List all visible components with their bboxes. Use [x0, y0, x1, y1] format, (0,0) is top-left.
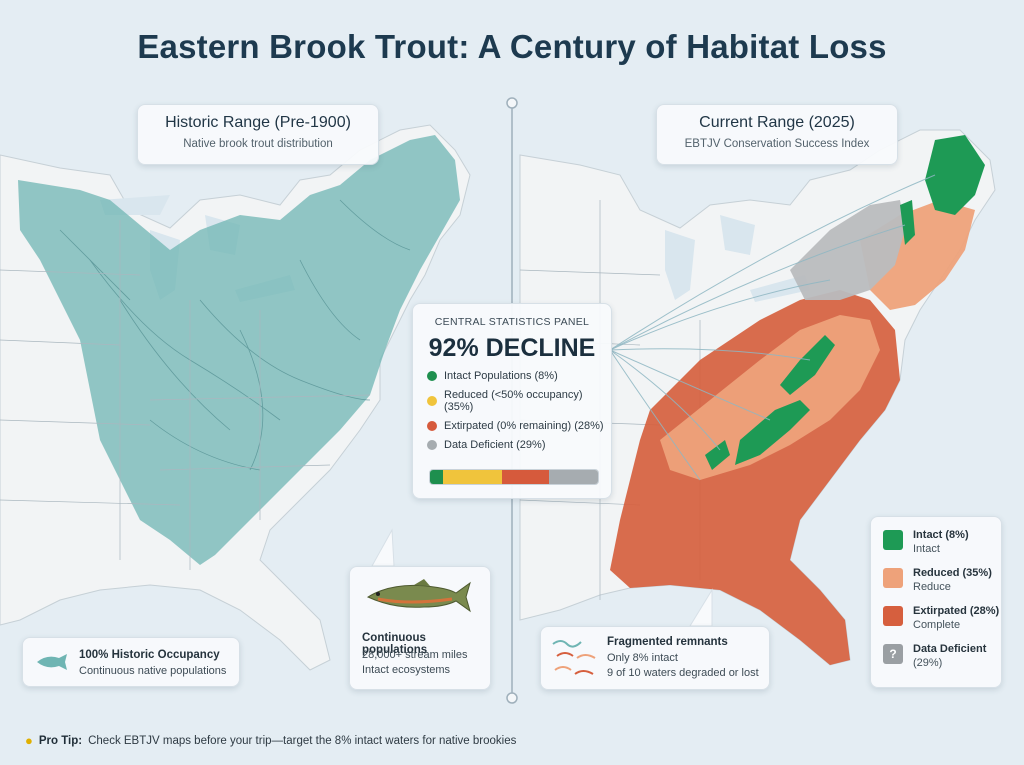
- lake-erie-right: [750, 275, 810, 302]
- brook-trout-icon: [366, 579, 471, 613]
- historic-range-subtitle: Native brook trout distribution: [183, 138, 333, 150]
- populations-title: Continuous populations: [362, 632, 428, 656]
- fragmented-title: Fragmented remnants: [607, 636, 728, 648]
- continuous-populations-card: Continuous populations 28,000+ stream mi…: [349, 566, 491, 690]
- bar-segment-2: [502, 470, 550, 484]
- current-intact-ridges-1: [780, 335, 835, 395]
- legend-item-deficient: ? Data Deficient (29%): [883, 643, 1001, 669]
- current-intact-vermont: [900, 200, 915, 245]
- stat-label-deficient: Data Deficient (29%): [444, 439, 546, 451]
- extirpated-dot-icon: [427, 421, 437, 431]
- historic-range-title: Historic Range (Pre-1900): [165, 114, 351, 131]
- divider-top-knob: [506, 97, 518, 109]
- legend-swatch-intact: [883, 530, 903, 550]
- bar-segment-1: [443, 470, 503, 484]
- stat-label-reduced: Reduced (<50% occupancy) (35%): [444, 389, 583, 413]
- historic-range-card: Historic Range (Pre-1900) Native brook t…: [137, 104, 379, 165]
- legend-swatch-reduced: [883, 568, 903, 588]
- current-intact-maine: [925, 135, 985, 215]
- occupancy-title: 100% Historic Occupancy: [79, 649, 220, 661]
- historic-state-lines: [0, 220, 371, 570]
- lake-huron-right: [720, 215, 755, 255]
- current-intact-ridges-3: [705, 440, 730, 470]
- legend-title-deficient: Data Deficient: [913, 643, 987, 655]
- current-intact-ridges-2: [735, 400, 810, 465]
- current-range-title: Current Range (2025): [699, 114, 855, 131]
- fragmented-remnants-card: Fragmented remnants Only 8% intact 9 of …: [540, 626, 770, 690]
- populations-line1: 28,000+ stream miles: [362, 649, 468, 661]
- connector-lines: [609, 174, 936, 481]
- stats-panel-label: CENTRAL STATISTICS PANEL: [434, 316, 590, 328]
- current-range-subtitle: EBTJV Conservation Success Index: [684, 138, 870, 150]
- fragmented-streams-icon: [552, 640, 596, 675]
- legend-title-reduced: Reduced (35%): [913, 567, 992, 579]
- legend-sub-intact: Intact: [913, 543, 940, 555]
- lake-michigan-right: [665, 230, 695, 300]
- decline-headline: 92% DECLINE: [428, 334, 596, 362]
- question-icon: ?: [883, 644, 903, 664]
- stat-row-deficient: Data Deficient (29%): [427, 439, 611, 451]
- deficient-dot-icon: [427, 440, 437, 450]
- populations-line2: Intact ecosystems: [362, 664, 451, 676]
- historic-range-area: [18, 135, 460, 565]
- lightbulb-icon: ●: [25, 733, 33, 748]
- fragmented-line1: Only 8% intact: [607, 652, 678, 664]
- legend-title-intact: Intact (8%): [913, 529, 969, 541]
- fragmented-line2: 9 of 10 waters degraded or lost: [607, 667, 759, 679]
- central-statistics-panel: CENTRAL STATISTICS PANEL 92% DECLINE Int…: [412, 303, 612, 499]
- stat-row-reduced: Reduced (<50% occupancy) (35%): [427, 389, 611, 413]
- legend-sub-extirpated: Complete: [913, 619, 961, 631]
- bar-segment-3: [549, 470, 598, 484]
- stat-row-extirpated: Extirpated (0% remaining) (28%): [427, 420, 611, 432]
- bar-segment-0: [430, 470, 444, 484]
- stat-label-extirpated: Extirpated (0% remaining) (28%): [444, 420, 604, 432]
- legend-sub-deficient: (29%): [913, 657, 943, 669]
- stat-row-intact: Intact Populations (8%): [427, 370, 611, 382]
- reduced-dot-icon: [427, 396, 437, 406]
- fish-icon: [37, 654, 67, 670]
- stat-label-intact: Intact Populations (8%): [444, 370, 558, 382]
- occupancy-subtitle: Continuous native populations: [79, 665, 227, 677]
- intact-dot-icon: [427, 371, 437, 381]
- current-range-card: Current Range (2025) EBTJV Conservation …: [656, 104, 898, 165]
- legend-title-extirpated: Extirpated (28%): [913, 605, 1000, 617]
- pro-tip-label: Pro Tip:: [38, 734, 83, 747]
- legend-swatch-extirpated: [883, 606, 903, 626]
- divider-bottom-knob: [506, 692, 518, 704]
- pro-tip-text: Check EBTJV maps before your trip—target…: [88, 734, 517, 747]
- legend-item-extirpated: Extirpated (28%) Complete: [883, 605, 1001, 631]
- historic-occupancy-card: 100% Historic Occupancy Continuous nativ…: [22, 637, 240, 687]
- current-deficient-area: [790, 200, 905, 300]
- legend-item-intact: Intact (8%) Intact: [883, 529, 1001, 555]
- stacked-status-bar: [429, 469, 599, 485]
- pro-tip: ● Pro Tip: Check EBTJV maps before your …: [25, 733, 516, 748]
- page-title: Eastern Brook Trout: A Century of Habita…: [137, 28, 887, 65]
- legend-item-reduced: Reduced (35%) Reduce: [883, 567, 1001, 593]
- map-legend: Intact (8%) Intact Reduced (35%) Reduce …: [870, 516, 1002, 688]
- legend-sub-reduced: Reduce: [913, 581, 951, 593]
